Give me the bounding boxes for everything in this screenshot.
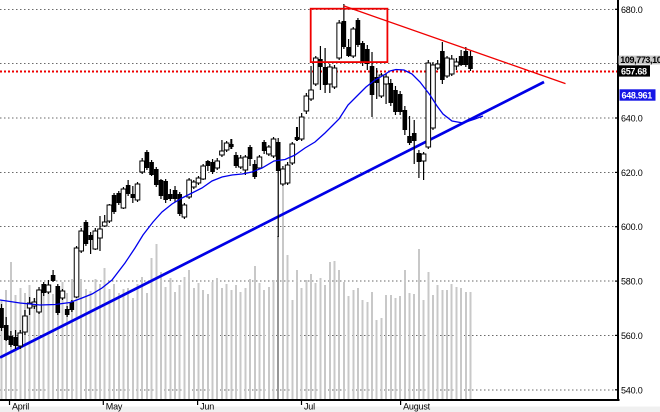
svg-text:648.961: 648.961 xyxy=(622,91,653,101)
svg-text:April: April xyxy=(12,401,29,411)
svg-text:600.0: 600.0 xyxy=(621,222,643,232)
svg-text:May: May xyxy=(106,401,123,411)
svg-text:Jun: Jun xyxy=(200,401,214,411)
svg-text:580.0: 580.0 xyxy=(621,277,643,287)
svg-text:August: August xyxy=(403,401,431,411)
svg-text:657.68: 657.68 xyxy=(621,67,647,77)
svg-text:Jul: Jul xyxy=(304,401,315,411)
svg-text:640.0: 640.0 xyxy=(621,114,643,124)
svg-text:620.0: 620.0 xyxy=(621,168,643,178)
svg-text:109,773,10: 109,773,10 xyxy=(620,55,660,65)
svg-text:560.0: 560.0 xyxy=(621,331,643,341)
svg-text:680.0: 680.0 xyxy=(621,5,643,15)
svg-text:540.0: 540.0 xyxy=(621,385,643,395)
